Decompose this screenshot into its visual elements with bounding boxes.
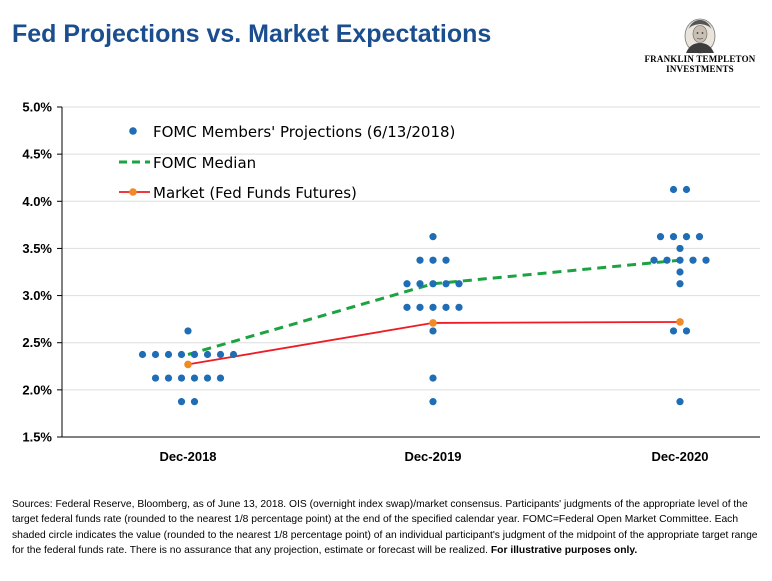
fomc-projection-dot: [429, 233, 437, 241]
portrait-icon: [684, 18, 716, 54]
fed-projections-chart: 1.5% 2.0% 2.5% 3.0% 3.5% 4.0% 4.5% 5.0% Dec-201…: [22, 100, 760, 464]
fomc-projection-dot: [669, 185, 678, 194]
fomc-projection-dot: [229, 350, 238, 359]
market-marker: [676, 318, 684, 326]
y-tick-label: 4.0%: [22, 194, 52, 209]
fomc-projection-dot: [656, 233, 665, 241]
legend-label-market: Market (Fed Funds Futures): [153, 184, 357, 202]
fomc-projection-dot: [669, 327, 678, 335]
fomc-projection-dot: [676, 280, 684, 288]
y-tick-label: 2.0%: [22, 382, 52, 397]
legend-label-projections: FOMC Members' Projections (6/13/2018): [153, 123, 455, 141]
footnote-text: Sources: Federal Reserve, Bloomberg, as …: [12, 499, 758, 557]
chart-title: Fed Projections vs. Market Expectations: [12, 20, 492, 48]
fomc-projection-dot: [682, 233, 691, 241]
fomc-projection-dot: [442, 256, 450, 264]
legend-dot-marker: [129, 127, 137, 135]
footnote-disclaimer: For illustrative purposes only.: [490, 545, 638, 557]
y-tick-label: 3.5%: [22, 241, 52, 256]
fomc-projection-dot: [203, 374, 212, 382]
fomc-projection-dot: [216, 350, 225, 359]
fomc-projection-dot: [663, 256, 671, 264]
fomc-projection-dot: [695, 233, 704, 241]
fomc-projection-dot: [442, 303, 450, 311]
fomc-projection-dot: [702, 256, 710, 264]
fomc-projection-dot: [416, 256, 424, 264]
fomc-projection-dot: [177, 350, 186, 359]
fomc-projection-dot: [164, 374, 173, 382]
fomc-projection-dot: [184, 327, 192, 335]
fomc-projection-dot: [190, 374, 199, 382]
fomc-projection-dot: [403, 280, 411, 288]
fomc-projection-dot: [416, 303, 424, 311]
fomc-projection-dot: [676, 268, 684, 276]
fomc-projection-dot: [151, 350, 160, 359]
fomc-projection-dot: [676, 256, 684, 264]
fomc-projection-dot: [676, 398, 684, 406]
legend-market-marker: [129, 188, 137, 196]
fomc-projection-dot: [676, 244, 684, 253]
franklin-templeton-logo: FRANKLIN TEMPLETON INVESTMENTS: [640, 16, 760, 78]
legend-label-median: FOMC Median: [153, 154, 256, 172]
y-tick-label: 2.5%: [22, 335, 52, 350]
market-series: [184, 318, 684, 369]
fomc-projection-dot: [429, 280, 437, 288]
legend: FOMC Members' Projections (6/13/2018) FOM…: [119, 123, 455, 202]
fomc-projection-dot: [429, 256, 437, 264]
x-tick-label: Dec-2020: [651, 449, 708, 464]
y-tick-label: 5.0%: [22, 100, 52, 115]
fomc-projection-dot: [190, 350, 199, 359]
grid-lines: [62, 106, 760, 391]
market-marker: [184, 360, 192, 369]
fomc-projection-dot: [416, 280, 424, 288]
fomc-projection-dot: [682, 185, 691, 194]
fomc-projection-dot: [650, 256, 658, 264]
x-tick-label: Dec-2018: [159, 449, 216, 464]
fomc-projection-dot: [177, 374, 186, 382]
logo-text-line1: FRANKLIN TEMPLETON: [644, 54, 756, 64]
y-tick-label: 1.5%: [22, 430, 52, 445]
logo-text-line2: INVESTMENTS: [666, 64, 734, 74]
y-tick-label: 4.5%: [22, 147, 52, 162]
y-axis: 1.5% 2.0% 2.5% 3.0% 3.5% 4.0% 4.5% 5.0%: [22, 100, 63, 445]
fomc-projection-dot: [138, 350, 147, 359]
y-tick-label: 3.0%: [22, 288, 52, 303]
fomc-projection-dot: [429, 374, 437, 382]
market-marker: [429, 319, 437, 327]
fomc-projection-dot: [403, 303, 411, 311]
fomc-projection-dot: [442, 280, 450, 288]
fomc-projection-dot: [429, 303, 437, 311]
fomc-projection-dot: [455, 280, 463, 288]
fomc-projection-dot: [151, 374, 160, 382]
fomc-projection-dot: [669, 233, 678, 241]
fomc-projection-dot: [429, 398, 437, 406]
fomc-projection-dot: [455, 303, 463, 311]
x-axis: Dec-2018 Dec-2019 Dec-2020: [62, 436, 760, 464]
fomc-projection-dot: [689, 256, 697, 264]
fomc-projection-dot: [164, 350, 173, 359]
fomc-projection-dot: [177, 398, 186, 406]
x-tick-label: Dec-2019: [404, 449, 461, 464]
footnote: Sources: Federal Reserve, Bloomberg, as …: [12, 497, 760, 559]
fomc-projection-dot: [203, 350, 212, 359]
fomc-projection-dot: [190, 398, 199, 406]
fomc-projection-dot: [216, 374, 225, 382]
fomc-projection-dot: [429, 327, 437, 335]
fomc-projections-series: [138, 185, 710, 406]
fomc-projection-dot: [682, 327, 691, 335]
